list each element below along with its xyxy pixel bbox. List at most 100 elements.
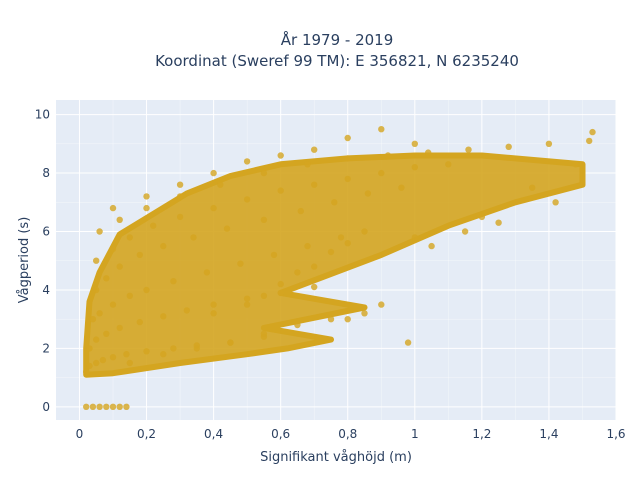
x-tick-label: 1,4 bbox=[539, 427, 558, 441]
data-point bbox=[190, 234, 197, 241]
x-tick-label: 0,4 bbox=[204, 427, 223, 441]
data-point bbox=[304, 161, 311, 168]
data-point bbox=[210, 301, 217, 308]
data-point bbox=[210, 204, 217, 212]
data-point bbox=[99, 356, 107, 364]
data-point bbox=[294, 269, 301, 276]
data-point bbox=[86, 362, 93, 370]
x-tick-label: 0,2 bbox=[137, 427, 156, 441]
data-point bbox=[143, 193, 150, 200]
data-point bbox=[116, 216, 123, 223]
y-tick-label: 8 bbox=[42, 166, 50, 180]
data-point bbox=[505, 143, 512, 150]
data-point bbox=[136, 318, 143, 326]
data-point bbox=[552, 199, 559, 206]
data-point bbox=[126, 359, 133, 367]
data-point bbox=[160, 313, 167, 320]
data-point bbox=[297, 207, 304, 215]
chart-title-line-1: År 1979 - 2019 bbox=[281, 30, 394, 49]
y-tick-label: 4 bbox=[42, 283, 50, 297]
data-point bbox=[344, 316, 351, 323]
data-point bbox=[193, 345, 200, 352]
data-point bbox=[411, 140, 418, 147]
y-tick-labels: 0 2 4 6 8 10 bbox=[35, 108, 50, 414]
data-point bbox=[398, 184, 405, 191]
data-point bbox=[277, 187, 284, 194]
data-point bbox=[572, 161, 579, 168]
data-point bbox=[344, 240, 351, 247]
data-point bbox=[243, 295, 251, 302]
data-point bbox=[126, 234, 133, 241]
data-point bbox=[136, 251, 143, 259]
data-point bbox=[260, 169, 268, 177]
data-point bbox=[143, 348, 150, 355]
x-tick-label: 0 bbox=[76, 427, 84, 441]
data-point bbox=[83, 368, 90, 375]
data-point bbox=[109, 354, 117, 361]
data-point bbox=[109, 204, 117, 212]
data-point bbox=[96, 403, 103, 410]
data-point bbox=[411, 234, 418, 241]
data-point bbox=[109, 403, 117, 410]
data-point bbox=[116, 403, 123, 410]
data-point bbox=[327, 248, 335, 256]
data-point bbox=[93, 286, 100, 294]
data-point bbox=[217, 181, 224, 188]
data-point bbox=[260, 216, 268, 223]
data-point bbox=[327, 316, 335, 323]
y-tick-label: 10 bbox=[35, 108, 50, 122]
data-point bbox=[89, 403, 97, 410]
data-point bbox=[227, 339, 234, 346]
data-point bbox=[210, 169, 217, 177]
data-point bbox=[384, 152, 392, 159]
data-point bbox=[361, 228, 368, 235]
data-point bbox=[93, 257, 100, 264]
x-tick-labels: 0 0,2 0,4 0,6 0,8 1 1,2 1,4 1,6 bbox=[76, 427, 626, 441]
data-point bbox=[126, 292, 133, 299]
data-point bbox=[529, 184, 536, 191]
data-point bbox=[160, 351, 167, 358]
data-point bbox=[170, 278, 177, 285]
data-point bbox=[361, 310, 368, 317]
data-point bbox=[93, 359, 100, 367]
x-tick-label: 0,8 bbox=[338, 427, 357, 441]
data-point bbox=[411, 164, 418, 171]
data-point bbox=[337, 234, 345, 241]
data-point bbox=[461, 228, 469, 235]
data-density-region bbox=[83, 152, 586, 378]
x-tick-label: 1 bbox=[411, 427, 419, 441]
data-point bbox=[378, 301, 385, 308]
y-tick-label: 0 bbox=[42, 400, 50, 414]
data-point bbox=[445, 161, 452, 168]
data-point bbox=[311, 283, 318, 291]
data-point bbox=[116, 263, 123, 270]
data-point bbox=[364, 190, 372, 197]
data-point bbox=[176, 193, 184, 200]
data-point bbox=[103, 275, 110, 282]
data-point bbox=[378, 126, 385, 133]
data-point bbox=[311, 181, 318, 188]
data-point bbox=[243, 196, 251, 203]
data-point bbox=[170, 345, 177, 352]
data-point bbox=[378, 169, 385, 177]
data-point bbox=[425, 149, 432, 156]
data-point bbox=[83, 403, 90, 410]
y-tick-label: 2 bbox=[42, 341, 50, 355]
data-point bbox=[150, 222, 157, 229]
y-tick-label: 6 bbox=[42, 225, 50, 239]
data-point bbox=[96, 310, 103, 317]
data-point bbox=[93, 336, 100, 343]
data-point bbox=[89, 316, 97, 323]
data-point bbox=[311, 146, 318, 153]
data-point bbox=[123, 351, 130, 358]
data-point bbox=[260, 330, 268, 337]
data-point bbox=[589, 128, 596, 136]
data-point bbox=[478, 213, 486, 221]
data-point bbox=[277, 280, 284, 288]
data-points bbox=[83, 126, 596, 410]
data-point bbox=[86, 345, 93, 352]
data-point bbox=[203, 269, 211, 276]
data-point bbox=[96, 228, 103, 235]
